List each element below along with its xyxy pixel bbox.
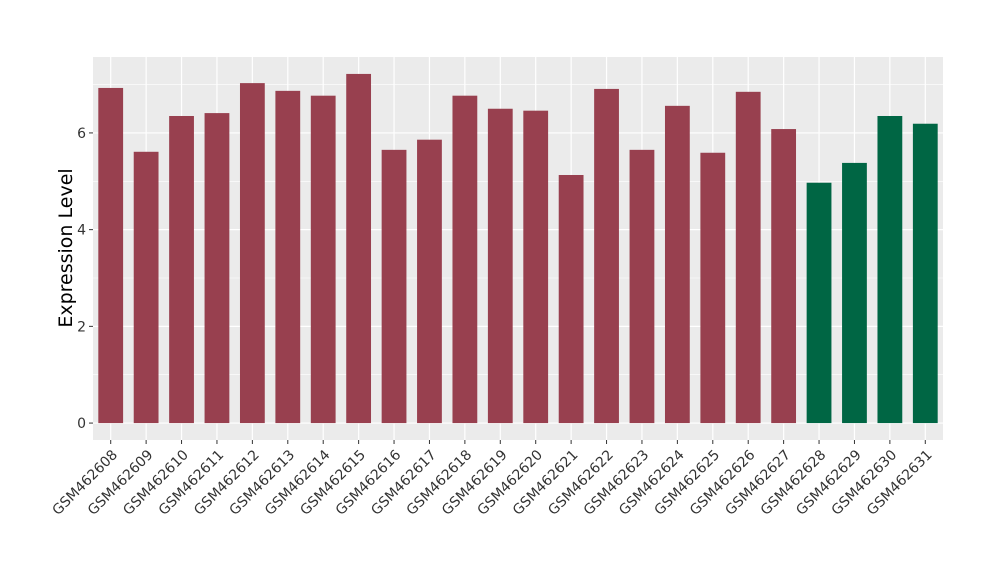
bar [275,90,301,424]
bar [346,73,372,424]
bar [594,88,619,424]
bar [558,174,584,424]
bar [133,151,159,424]
bar [664,105,690,424]
bar [700,152,726,424]
bar [842,162,867,424]
y-tick-label: 2 [77,319,86,335]
bar [310,95,336,424]
y-tick-label: 0 [77,416,86,432]
bar [204,113,230,424]
plot-background [93,57,943,440]
bar [169,115,194,424]
y-tick-label: 4 [77,223,86,239]
bar [771,129,797,424]
bar [417,139,442,424]
y-tick-label: 6 [77,126,86,142]
y-axis-label: Expression Level [55,168,77,327]
bar [877,115,903,424]
bar [912,123,938,424]
bar [523,110,549,424]
bar [487,108,513,424]
bar [452,95,478,424]
bar [806,182,832,424]
bar [735,91,761,424]
bar [239,83,265,424]
bar [381,149,407,424]
bar [98,87,124,424]
bar [629,149,655,424]
